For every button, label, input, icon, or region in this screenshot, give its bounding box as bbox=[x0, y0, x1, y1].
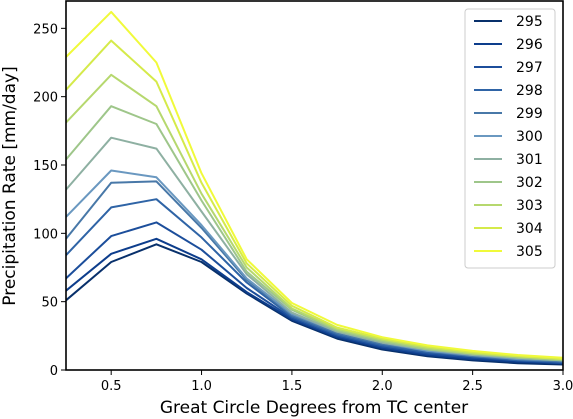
series-layer bbox=[65, 10, 564, 366]
series-line-297 bbox=[65, 221, 564, 365]
y-tick-label: 0 bbox=[50, 364, 58, 379]
x-tick-label: 1.0 bbox=[191, 379, 212, 394]
series-line-299 bbox=[65, 180, 564, 363]
legend-label-297: 297 bbox=[516, 60, 543, 76]
legend-label-304: 304 bbox=[516, 221, 543, 237]
legend-label-302: 302 bbox=[516, 175, 543, 191]
legend-label-296: 296 bbox=[516, 37, 543, 53]
legend-label-295: 295 bbox=[516, 14, 543, 30]
x-tick-label: 1.5 bbox=[282, 379, 303, 394]
series-line-296 bbox=[65, 237, 564, 365]
legend-box bbox=[464, 8, 556, 269]
legend-label-301: 301 bbox=[516, 152, 543, 168]
y-tick-label: 250 bbox=[33, 22, 58, 37]
series-line-305 bbox=[65, 10, 564, 359]
x-tick-label: 2.5 bbox=[462, 379, 483, 394]
series-line-304 bbox=[65, 39, 564, 361]
plot-frame bbox=[65, 0, 564, 371]
y-tick-label: 100 bbox=[33, 227, 58, 242]
y-tick-label: 50 bbox=[41, 296, 58, 311]
x-tick-label: 0.5 bbox=[101, 379, 122, 394]
legend-label-305: 305 bbox=[516, 244, 543, 260]
x-tick-label: 3.0 bbox=[553, 379, 573, 394]
series-line-303 bbox=[65, 73, 564, 361]
series-line-295 bbox=[65, 243, 564, 366]
x-tick-label: 2.0 bbox=[372, 379, 393, 394]
legend-label-300: 300 bbox=[516, 129, 543, 145]
y-tick-label: 150 bbox=[33, 159, 58, 174]
legend-label-303: 303 bbox=[516, 198, 543, 214]
legend-label-298: 298 bbox=[516, 83, 543, 99]
legend-label-299: 299 bbox=[516, 106, 543, 122]
y-axis-label: Precipitation Rate [mm/day] bbox=[0, 66, 20, 305]
legend: 295 296 297 298 299 300 301 302 303 304 305 bbox=[464, 8, 556, 269]
x-axis-label: Great Circle Degrees from TC center bbox=[160, 398, 468, 418]
y-tick-label: 200 bbox=[33, 91, 58, 106]
series-line-301 bbox=[65, 136, 564, 362]
ticks-layer: 0.5 1.0 1.5 2.0 2.5 3.0 0 50 100 150 200 250 bbox=[33, 22, 573, 394]
